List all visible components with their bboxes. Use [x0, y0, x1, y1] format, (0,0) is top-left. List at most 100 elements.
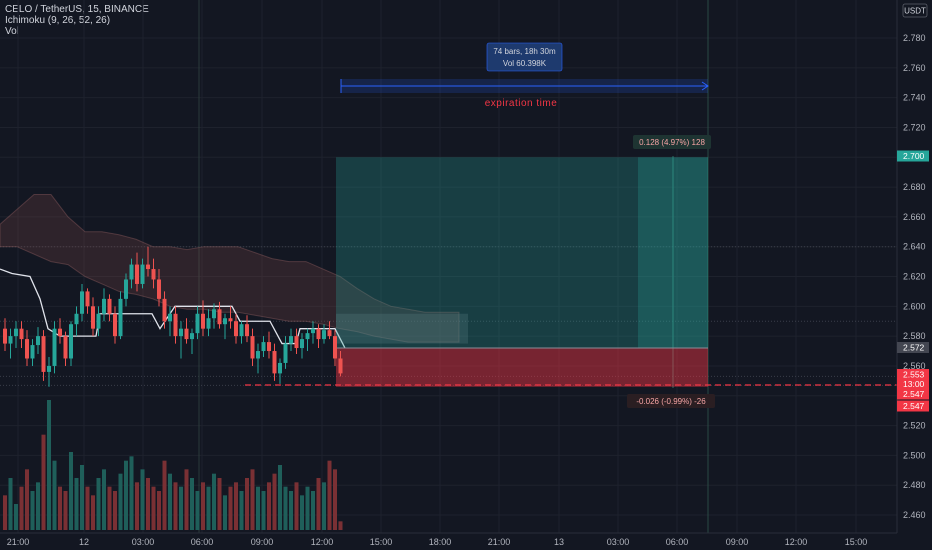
candle-body[interactable]	[245, 324, 249, 337]
volume-bar	[190, 478, 194, 530]
volume-bar	[168, 473, 172, 530]
candle-body[interactable]	[124, 279, 128, 299]
candle-body[interactable]	[300, 339, 304, 349]
candle-body[interactable]	[52, 328, 57, 366]
price-tag-label: 2.547	[903, 389, 925, 399]
volume-bar	[338, 521, 343, 530]
candle-body[interactable]	[305, 333, 310, 340]
candle-body[interactable]	[151, 269, 156, 280]
candle-body[interactable]	[239, 324, 244, 337]
candle-body[interactable]	[36, 336, 40, 346]
loss-zone	[336, 348, 708, 387]
volume-bar	[239, 491, 244, 530]
volume-bar	[157, 491, 161, 530]
candle-body[interactable]	[41, 336, 46, 372]
candle-body[interactable]	[190, 333, 194, 340]
candle-body[interactable]	[168, 313, 172, 322]
candle-body[interactable]	[146, 264, 150, 270]
loss-label: -0.026 (-0.99%) -26	[636, 397, 706, 406]
time-tick-label: 12:00	[785, 537, 808, 547]
profit-zone	[336, 157, 708, 349]
candle-body[interactable]	[8, 336, 13, 344]
time-tick-label: 09:00	[251, 537, 274, 547]
candle-body[interactable]	[113, 313, 117, 337]
candle-body[interactable]	[80, 291, 84, 314]
candle-body[interactable]	[195, 313, 200, 334]
candle-body[interactable]	[223, 318, 227, 325]
candle-body[interactable]	[278, 362, 282, 374]
candle-body[interactable]	[19, 328, 24, 340]
candle-body[interactable]	[74, 313, 79, 325]
price-tag	[897, 400, 929, 412]
volume-bar	[140, 469, 145, 530]
currency-badge[interactable]	[902, 3, 928, 18]
candle-body[interactable]	[256, 351, 260, 359]
candle-body[interactable]	[201, 313, 205, 329]
candle-body[interactable]	[267, 342, 271, 352]
price-tick-label: 2.660	[903, 212, 926, 222]
candle-body[interactable]	[47, 365, 51, 372]
candle-body[interactable]	[58, 328, 62, 337]
candle-body[interactable]	[135, 264, 139, 284]
candle-body[interactable]	[234, 321, 238, 337]
candle-body[interactable]	[228, 318, 233, 322]
candle-body[interactable]	[333, 336, 337, 359]
candle-body[interactable]	[173, 313, 178, 337]
candle-body[interactable]	[25, 339, 29, 359]
candle-body[interactable]	[14, 328, 18, 337]
candle-body[interactable]	[272, 351, 277, 374]
candle-body[interactable]	[250, 336, 255, 359]
candle-body[interactable]	[129, 264, 134, 280]
volume-bar	[129, 456, 134, 530]
price-tag	[897, 342, 929, 353]
candle-body[interactable]	[162, 298, 167, 322]
candle-body[interactable]	[96, 313, 101, 329]
candle-body[interactable]	[157, 279, 161, 299]
volume-bar	[250, 469, 255, 530]
legend-ichimoku[interactable]: Ichimoku (9, 26, 52, 26)	[5, 15, 111, 26]
candle-body[interactable]	[217, 309, 222, 325]
candle-body[interactable]	[63, 336, 68, 359]
volume-bar	[85, 486, 90, 530]
profit-label-box	[633, 135, 711, 149]
candle-body[interactable]	[102, 298, 106, 314]
candle-body[interactable]	[322, 330, 326, 340]
price-tick-label: 2.600	[903, 301, 926, 311]
candle-body[interactable]	[85, 291, 90, 307]
price-tick-label: 2.500	[903, 450, 926, 460]
candle-body[interactable]	[311, 328, 315, 334]
price-tick-label: 2.680	[903, 182, 926, 192]
volume-bar	[327, 460, 332, 530]
candle-body[interactable]	[118, 298, 123, 337]
volume-bar	[63, 491, 68, 530]
profit-zone-highlight	[638, 157, 708, 349]
candle-body[interactable]	[327, 330, 332, 337]
candle-body[interactable]	[289, 336, 293, 344]
candle-body[interactable]	[338, 358, 343, 374]
candle-body[interactable]	[283, 343, 288, 363]
price-tick-label: 2.640	[903, 242, 926, 252]
candle-body[interactable]	[179, 328, 183, 337]
candle-body[interactable]	[30, 345, 35, 359]
measure-arrow-head	[701, 81, 709, 91]
candle-body[interactable]	[91, 306, 95, 329]
measure-box[interactable]	[486, 42, 563, 72]
candle-body[interactable]	[316, 328, 321, 340]
volume-bar	[47, 400, 51, 530]
candle-body[interactable]	[140, 264, 145, 284]
volume-bar	[278, 465, 282, 530]
candle-body[interactable]	[261, 342, 266, 352]
volume-bar	[19, 486, 24, 530]
volume-bar	[300, 495, 304, 530]
candle-body[interactable]	[206, 318, 211, 329]
candle-body[interactable]	[212, 309, 216, 319]
legend-volume[interactable]: Vol	[5, 26, 19, 37]
candle-body[interactable]	[294, 336, 299, 349]
volume-bar	[52, 460, 57, 530]
candle-body[interactable]	[184, 328, 189, 340]
candle-body[interactable]	[69, 324, 73, 359]
candle-body[interactable]	[107, 298, 112, 314]
candle-body[interactable]	[3, 328, 7, 344]
legend-symbol[interactable]: CELO / TetherUS, 15, BINANCE	[5, 4, 149, 15]
